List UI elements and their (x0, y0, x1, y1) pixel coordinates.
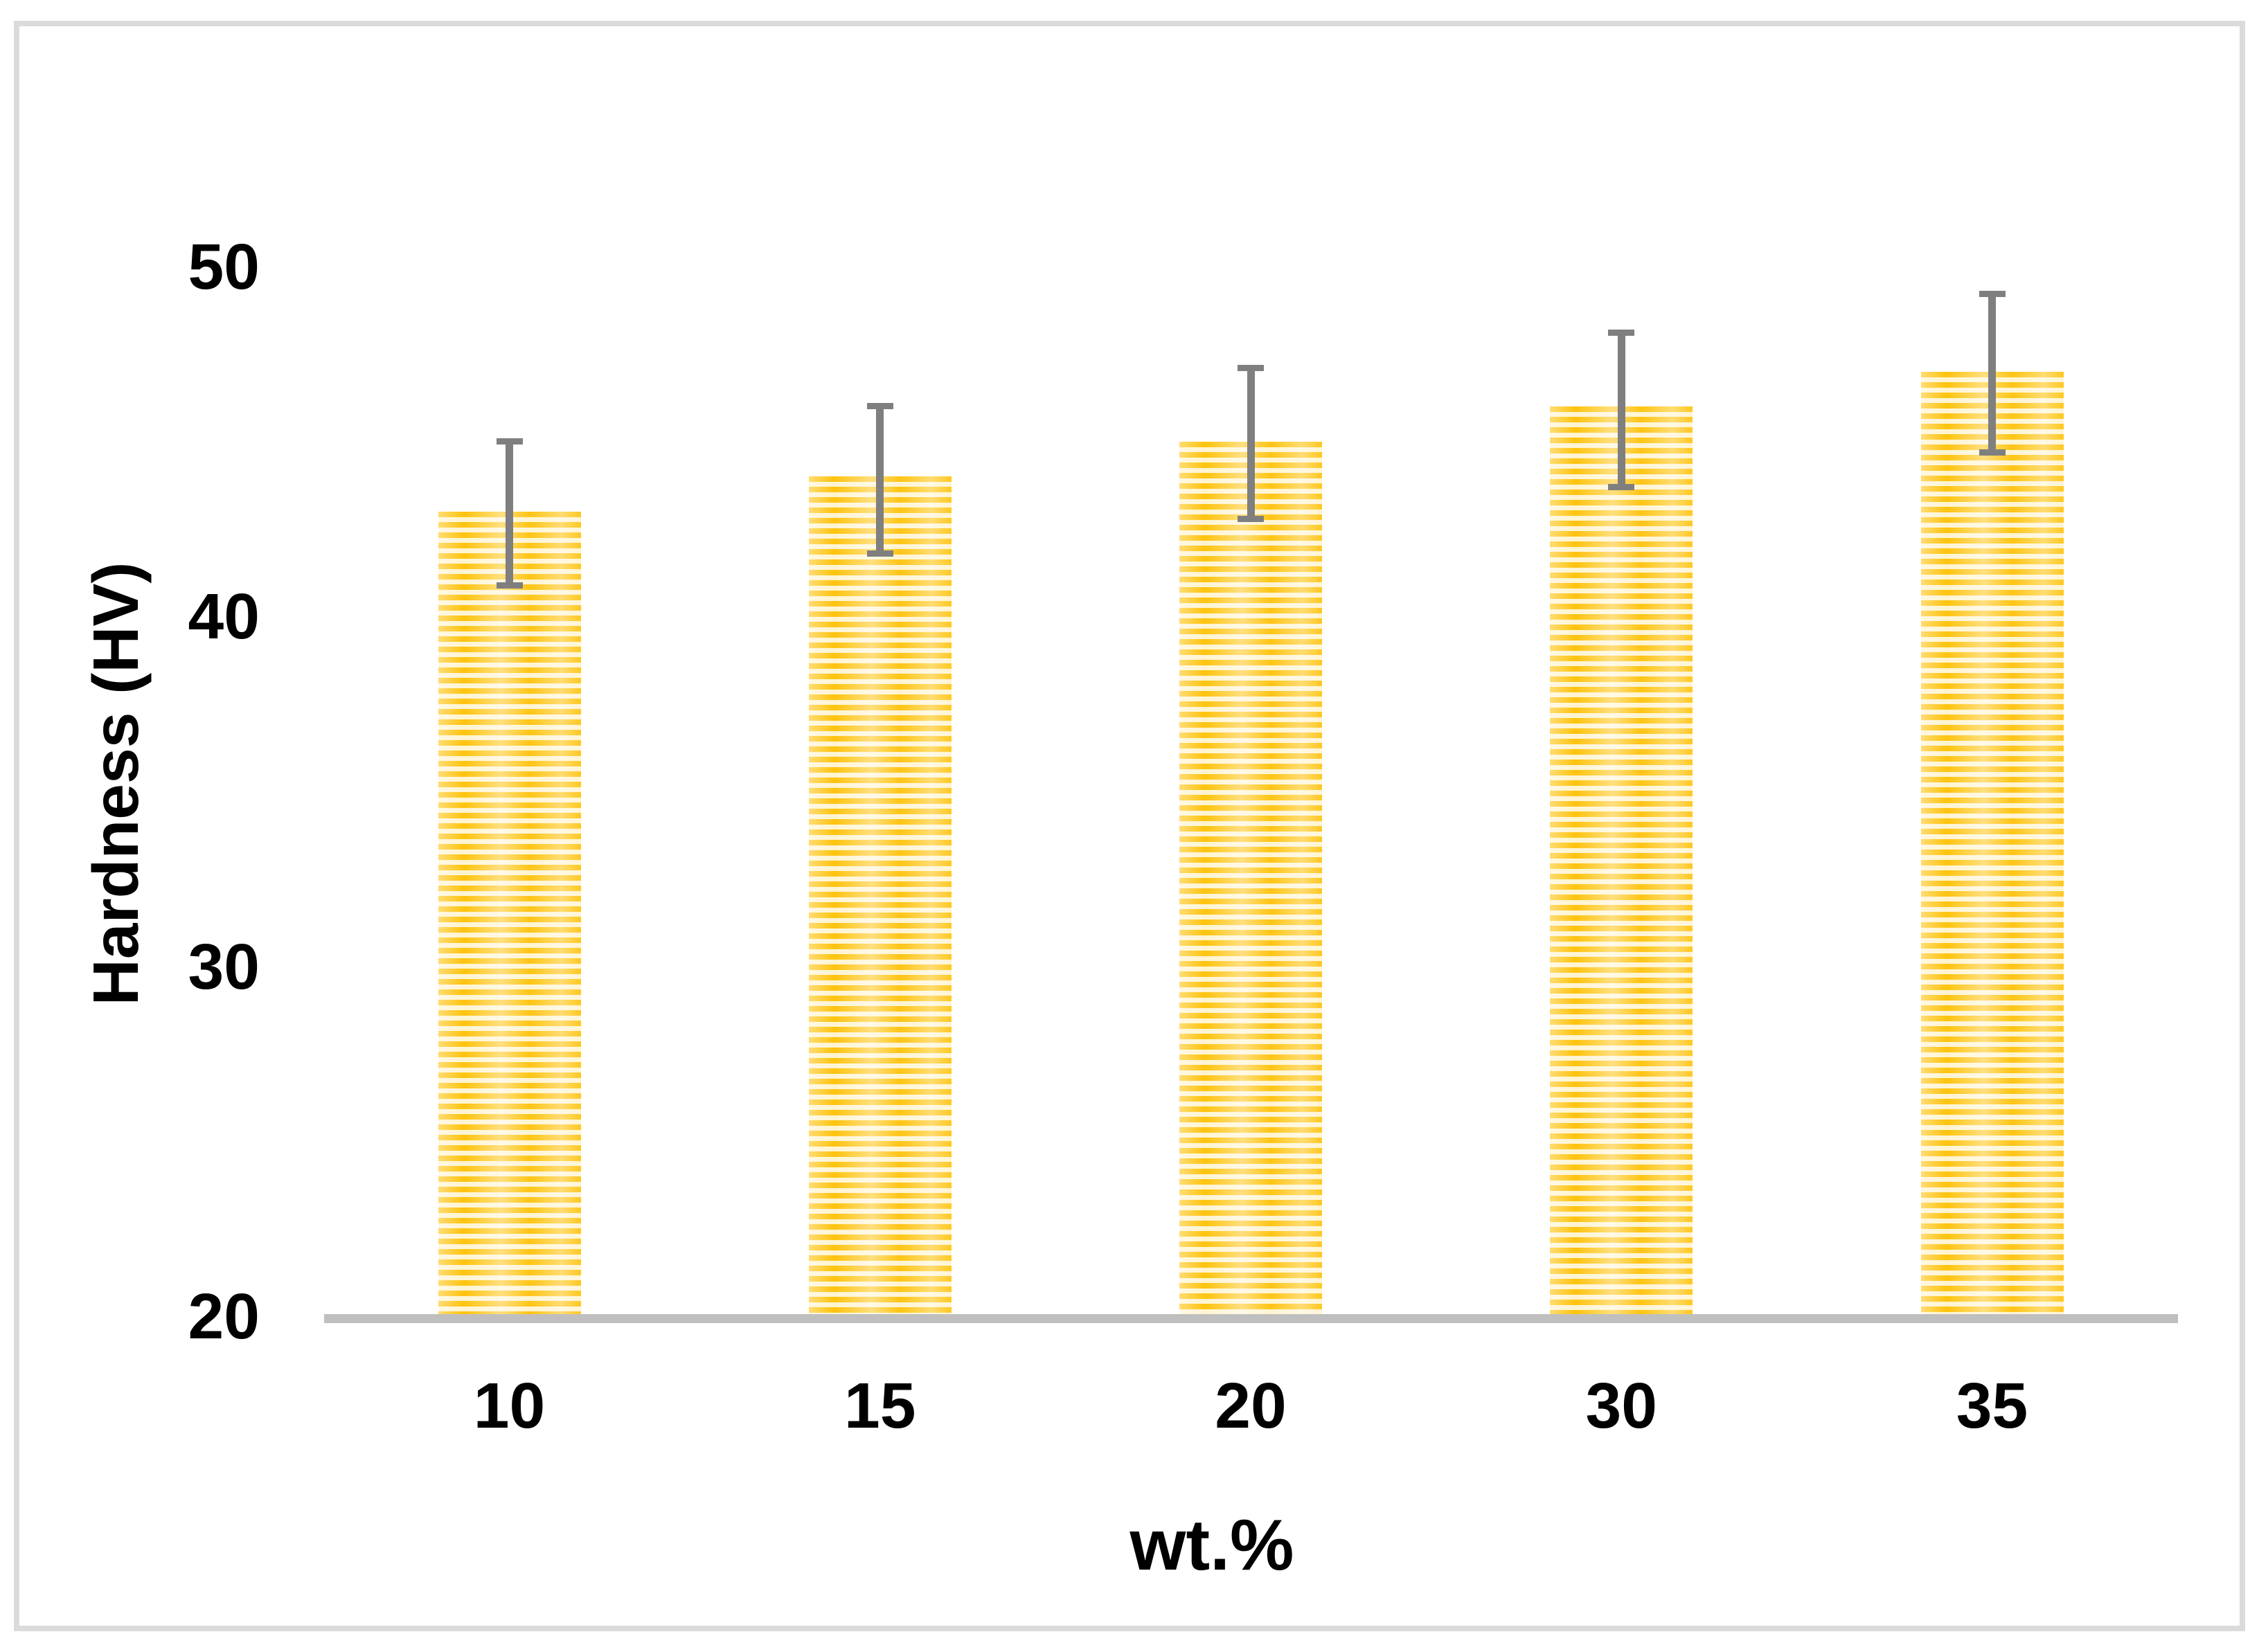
error-bar-cap-bottom (496, 582, 523, 589)
y-tick-label-50: 50 (188, 231, 260, 303)
error-bar-line (1617, 330, 1625, 491)
error-bar-line (1988, 291, 1996, 456)
y-tick-label-20: 20 (188, 1280, 260, 1352)
y-tick-label-30: 30 (188, 930, 260, 1003)
error-bar-cap-top (1238, 364, 1264, 371)
x-axis-title: wt.% (1130, 1505, 1294, 1586)
error-bar-line (876, 403, 884, 557)
x-axis-line (324, 1314, 2178, 1323)
error-bar-line (506, 438, 513, 589)
error-bar-line (1247, 364, 1255, 522)
bar-35wt (1920, 371, 2064, 1314)
x-tick-label-10: 10 (473, 1370, 546, 1442)
y-axis-title: Hardness (HV) (80, 562, 152, 1006)
bar-15wt (808, 476, 952, 1314)
error-bar-cap-top (496, 438, 523, 445)
bar-20wt (1179, 441, 1322, 1314)
bar-10wt (438, 511, 581, 1314)
bar-30wt (1550, 406, 1693, 1314)
x-tick-label-15: 15 (844, 1370, 916, 1442)
error-bar-cap-bottom (1238, 515, 1264, 522)
error-bar-cap-bottom (866, 550, 893, 557)
error-bar-cap-bottom (1979, 449, 2006, 456)
x-tick-label-35: 35 (1956, 1370, 2028, 1442)
chart-frame-border (14, 21, 2245, 1631)
error-bar-cap-top (866, 403, 893, 410)
error-bar-cap-top (1979, 291, 2006, 298)
x-tick-label-30: 30 (1585, 1370, 1657, 1442)
y-tick-label-40: 40 (188, 580, 260, 653)
error-bar-cap-bottom (1608, 484, 1635, 491)
error-bar-cap-top (1608, 330, 1635, 336)
x-tick-label-20: 20 (1215, 1370, 1287, 1442)
